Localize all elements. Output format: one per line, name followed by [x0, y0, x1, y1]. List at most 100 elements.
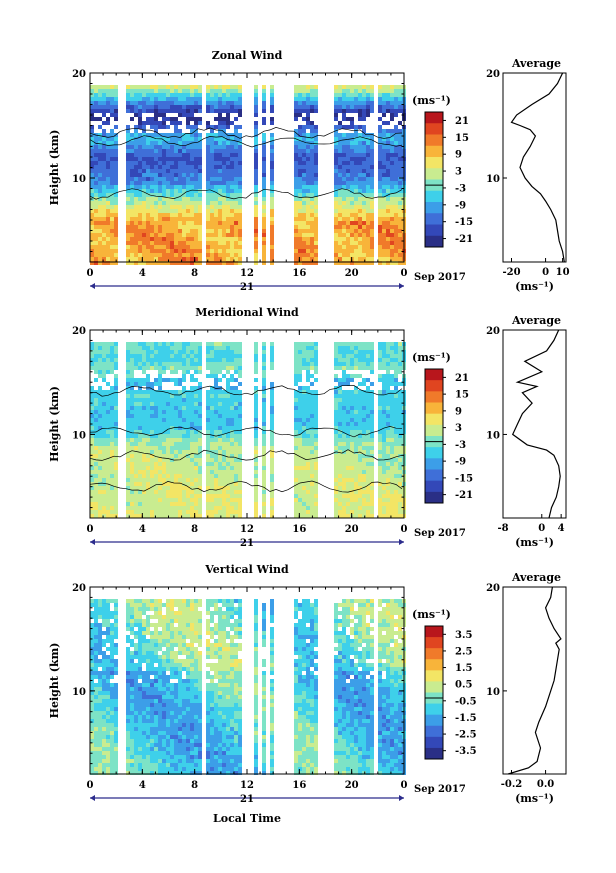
heatmap-cell [154, 398, 158, 402]
heatmap-cell [210, 85, 214, 89]
heatmap-cell [262, 261, 266, 265]
heatmap-cell [126, 482, 130, 486]
heatmap-cell [334, 201, 338, 205]
heatmap-cell [110, 354, 114, 358]
heatmap-cell [154, 418, 158, 422]
heatmap-cell [142, 342, 146, 346]
contour-line [89, 127, 403, 139]
heatmap-cell [134, 466, 138, 470]
heatmap-cell [158, 362, 162, 366]
heatmap-cell [142, 185, 146, 189]
heatmap-cell [230, 137, 234, 141]
heatmap-cell [366, 97, 370, 101]
heatmap-cell [138, 125, 142, 129]
heatmap-cell [314, 454, 318, 458]
heatmap-cell [126, 233, 130, 237]
heatmap-cell [234, 358, 238, 362]
heatmap-cell [314, 205, 318, 209]
heatmap-cell [186, 486, 190, 490]
heatmap-cell [270, 137, 274, 141]
heatmap-cell [302, 442, 306, 446]
heatmap-cell [314, 378, 318, 382]
heatmap-cell [382, 193, 386, 197]
heatmap-cell [126, 354, 130, 358]
heatmap-cell [218, 141, 222, 145]
heatmap-cell [382, 153, 386, 157]
heatmap-cell [170, 378, 174, 382]
heatmap-cell [182, 470, 186, 474]
heatmap-cell [198, 205, 202, 209]
heatmap-cell [134, 422, 138, 426]
heatmap-cell [338, 390, 342, 394]
heatmap-cell [198, 390, 202, 394]
heatmap-cell [210, 490, 214, 494]
heatmap-cell [114, 462, 118, 466]
heatmap-cell [158, 97, 162, 101]
heatmap-cell [262, 145, 266, 149]
heatmap-cell [178, 161, 182, 165]
heatmap-cell [166, 434, 170, 438]
heatmap-cell [254, 185, 258, 189]
heatmap-cell [114, 85, 118, 89]
heatmap-cell [390, 153, 394, 157]
heatmap-cell [350, 173, 354, 177]
heatmap-cell [294, 157, 298, 161]
heatmap-cell [270, 414, 274, 418]
heatmap-cell [262, 446, 266, 450]
heatmap-cell [94, 362, 98, 366]
heatmap-cell [382, 141, 386, 145]
heatmap-cell [134, 153, 138, 157]
heatmap-cell [358, 113, 362, 117]
heatmap-cell [338, 249, 342, 253]
heatmap-cell [154, 442, 158, 446]
heatmap-cell [114, 93, 118, 97]
heatmap-cell [102, 362, 106, 366]
heatmap-cell [158, 394, 162, 398]
heatmap-cell [346, 390, 350, 394]
heatmap-cell [310, 494, 314, 498]
heatmap-cell [306, 362, 310, 366]
heatmap-cell [234, 241, 238, 245]
heatmap-cell [126, 137, 130, 141]
heatmap-cell [134, 430, 138, 434]
heatmap-cell [238, 394, 242, 398]
heatmap-cell [218, 229, 222, 233]
heatmap-cell [190, 470, 194, 474]
heatmap-cell [114, 494, 118, 498]
heatmap-cell [126, 366, 130, 370]
heatmap-cell [310, 482, 314, 486]
heatmap-cell [334, 470, 338, 474]
heatmap-cell [138, 498, 142, 502]
heatmap-cell [310, 261, 314, 265]
heatmap-cell [194, 157, 198, 161]
heatmap-cell [142, 161, 146, 165]
heatmap-cell [194, 169, 198, 173]
heatmap-cell [142, 418, 146, 422]
heatmap-cell [126, 149, 130, 153]
heatmap-cell [334, 410, 338, 414]
heatmap-cell [90, 486, 94, 490]
heatmap-cell [230, 213, 234, 217]
heatmap-cell [234, 249, 238, 253]
heatmap-cell [378, 117, 382, 121]
heatmap-cell [342, 137, 346, 141]
heatmap-cell [206, 506, 210, 510]
colorbar-tick-label: 21 [455, 116, 469, 127]
heatmap-cell [214, 229, 218, 233]
heatmap-cell [354, 225, 358, 229]
heatmap-cell [150, 181, 154, 185]
heatmap-cell [218, 514, 222, 518]
heatmap-cell [262, 382, 266, 386]
heatmap-cell [198, 189, 202, 193]
heatmap-cell [126, 169, 130, 173]
heatmap-cell [370, 145, 374, 149]
heatmap-cell [226, 237, 230, 241]
heatmap-cell [154, 165, 158, 169]
heatmap-cell [166, 229, 170, 233]
heatmap-cell [210, 422, 214, 426]
heatmap-cell [390, 109, 394, 113]
heatmap-cell [194, 430, 198, 434]
heatmap-cell [222, 217, 226, 221]
heatmap-cell [90, 169, 94, 173]
heatmap-cell [114, 390, 118, 394]
